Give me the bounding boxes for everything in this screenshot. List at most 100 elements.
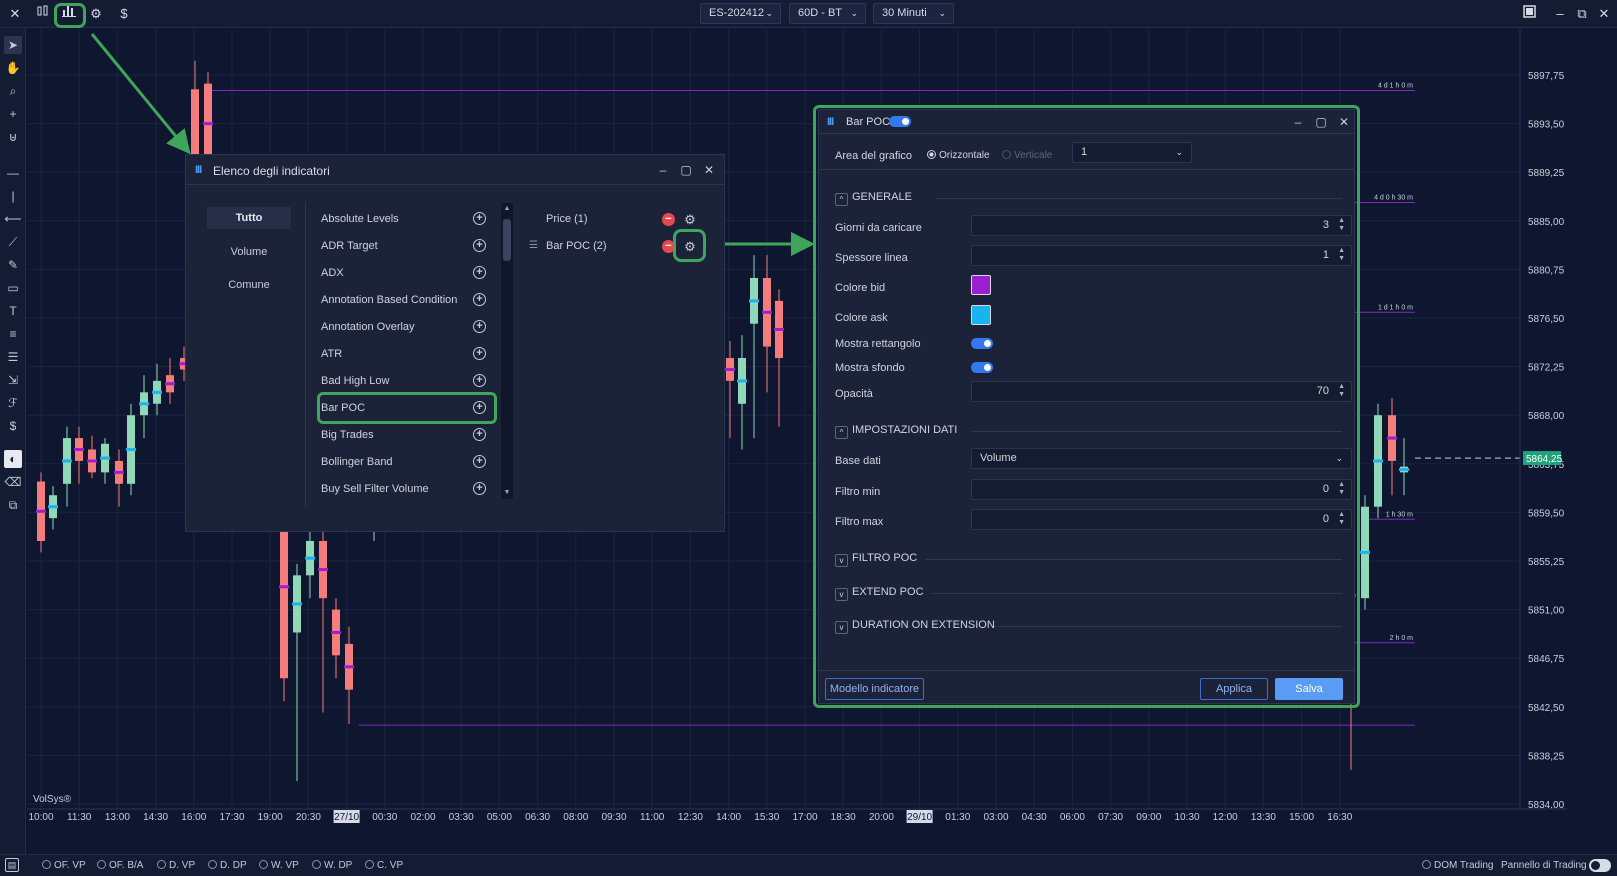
toggle-d-vp[interactable]: D. VP (157, 860, 195, 871)
indicator-item[interactable]: ADR Target (321, 240, 378, 252)
trend-line-icon[interactable]: ⟋ (8, 235, 18, 249)
gear-icon-bar-poc[interactable]: ⚙ (684, 239, 696, 254)
toggle-w-dp[interactable]: W. DP (312, 860, 352, 871)
indicator-enabled-toggle[interactable] (889, 116, 911, 127)
toggle-of-vp[interactable]: OF. VP (42, 860, 86, 871)
scroll-up-icon[interactable]: ▲ (503, 205, 511, 212)
symbol-select[interactable]: ES-202412 ⌄ (700, 3, 781, 24)
scroll-thumb[interactable] (503, 219, 511, 261)
gear-icon[interactable]: ⚙ (684, 212, 696, 227)
hand-icon[interactable]: ✋ (5, 61, 21, 75)
stats-icon[interactable]: $ (9, 419, 17, 433)
indicator-item[interactable]: Bad High Low (321, 375, 390, 387)
minimize-icon[interactable]: – (1294, 115, 1302, 129)
section-extend-poc[interactable]: v EXTEND POC (835, 586, 924, 601)
maximize-icon[interactable]: ▢ (680, 163, 692, 177)
profile-icon[interactable]: ℱ (8, 396, 18, 410)
keyboard-icon[interactable]: ▤ (5, 858, 19, 872)
fibonacci-icon[interactable]: ≡ (9, 327, 17, 341)
dialog-titlebar[interactable]: III Bar POC – ▢ ✕ (819, 110, 1354, 134)
filter-max-input[interactable]: 0 ▲ ▼ (971, 509, 1352, 530)
dom-trading-toggle[interactable]: DOM Trading (1422, 860, 1493, 871)
bid-color-swatch[interactable] (971, 275, 991, 295)
indicator-item-bar-poc[interactable]: Bar POC (321, 402, 366, 414)
toggle-c-vp[interactable]: C. VP (365, 860, 403, 871)
eraser-icon[interactable]: ⌫ (4, 475, 22, 489)
section-generale[interactable]: ^ GENERALE (835, 191, 912, 206)
orientation-horizontal-radio[interactable]: Orizzontale (927, 150, 990, 161)
rectangle-icon[interactable]: ▭ (7, 281, 19, 295)
spinner-icon[interactable]: ▲ ▼ (1338, 217, 1345, 232)
cursor-icon[interactable]: ➤ (4, 36, 22, 54)
tab-comune[interactable]: Comune (228, 279, 270, 291)
maximize-icon[interactable]: ▢ (1315, 115, 1327, 129)
spinner-icon[interactable]: ▲ ▼ (1338, 511, 1345, 526)
active-indicator-bar-poc[interactable]: Bar POC (2) (546, 240, 607, 252)
indicator-template-button[interactable]: Modello indicatore (825, 678, 924, 700)
close-icon[interactable]: ✕ (1338, 115, 1350, 129)
arrow-icon[interactable]: ⇲ (7, 373, 19, 387)
ray-icon[interactable]: ⟵ (4, 212, 22, 226)
spinner-icon[interactable]: ▲ ▼ (1338, 247, 1345, 262)
opacity-input[interactable]: 70 ▲ ▼ (971, 381, 1352, 402)
candles-icon[interactable] (33, 4, 53, 24)
restore-icon[interactable]: ⧉ (1577, 6, 1587, 21)
crosshair-icon[interactable]: + (9, 107, 17, 121)
add-icon[interactable]: + (473, 212, 486, 225)
close-icon[interactable]: ✕ (703, 163, 715, 177)
apply-button[interactable]: Applica (1200, 678, 1268, 700)
close-window-icon[interactable]: ✕ (1598, 6, 1610, 21)
indicator-item[interactable]: Annotation Based Condition (321, 294, 458, 306)
add-icon[interactable]: + (473, 374, 486, 387)
indicator-item[interactable]: Big Trades (321, 429, 374, 441)
add-icon[interactable]: + (473, 347, 486, 360)
tab-tutto[interactable]: Tutto (207, 207, 291, 229)
indicator-item[interactable]: ADX (321, 267, 344, 279)
dialog-titlebar[interactable]: III Elenco degli indicatori – ▢ ✕ (186, 155, 724, 185)
indicator-item[interactable]: Bollinger Band (321, 456, 393, 468)
section-duration[interactable]: v DURATION ON EXTENSION (835, 619, 995, 634)
settings-icon[interactable]: ⚙ (90, 6, 102, 21)
toggle-of-ba[interactable]: OF. B/A (97, 860, 143, 871)
levels-icon[interactable]: ☰ (7, 350, 19, 364)
tab-volume[interactable]: Volume (230, 246, 268, 258)
magnet-icon[interactable]: ⊎ (8, 130, 18, 144)
show-bg-toggle[interactable] (971, 362, 993, 373)
indicators-icon[interactable] (59, 4, 79, 24)
line-width-input[interactable]: 1 ▲ ▼ (971, 245, 1352, 266)
indicator-item[interactable]: ATR (321, 348, 343, 360)
base-data-select[interactable]: Volume ⌄ (971, 448, 1352, 469)
add-icon[interactable]: + (473, 293, 486, 306)
template-select[interactable]: 60D - BT ⌄ (789, 3, 866, 24)
indicator-item[interactable]: Annotation Overlay (321, 321, 415, 333)
text-icon[interactable]: T (9, 304, 17, 318)
drag-handle-icon[interactable]: ☰ (529, 240, 538, 251)
spinner-icon[interactable]: ▲ ▼ (1338, 481, 1345, 496)
indicator-list-scrollbar[interactable]: ▲ ▼ (501, 203, 513, 499)
toggle-w-vp[interactable]: W. VP (259, 860, 299, 871)
add-icon[interactable]: + (473, 401, 486, 414)
filter-min-input[interactable]: 0 ▲ ▼ (971, 479, 1352, 500)
add-icon[interactable]: + (473, 320, 486, 333)
vertical-line-icon[interactable]: | (11, 189, 15, 203)
minimize-icon[interactable]: – (1556, 6, 1564, 21)
toggle-d-dp[interactable]: D. DP (208, 860, 247, 871)
dollar-icon[interactable]: $ (120, 6, 128, 21)
add-icon[interactable]: + (473, 455, 486, 468)
horizontal-line-icon[interactable]: — (7, 166, 19, 180)
show-rect-toggle[interactable] (971, 338, 993, 349)
remove-icon[interactable]: − (662, 240, 675, 253)
section-impostazioni-dati[interactable]: ^ IMPOSTAZIONI DATI (835, 424, 957, 439)
area-select[interactable]: 1 ⌄ (1072, 142, 1192, 163)
save-button[interactable]: Salva (1275, 678, 1343, 700)
visibility-icon[interactable]: ◐ (4, 450, 22, 468)
trading-panel-toggle[interactable] (1589, 859, 1611, 872)
add-icon[interactable]: + (473, 266, 486, 279)
orientation-vertical-radio[interactable]: Verticale (1002, 150, 1052, 161)
layers-icon[interactable]: ⧉ (8, 498, 18, 512)
indicator-item[interactable]: Buy Sell Filter Volume (321, 483, 429, 495)
pen-icon[interactable]: ✎ (7, 258, 19, 272)
ask-color-swatch[interactable] (971, 305, 991, 325)
add-icon[interactable]: + (473, 482, 486, 495)
section-filtro-poc[interactable]: v FILTRO POC (835, 552, 917, 567)
